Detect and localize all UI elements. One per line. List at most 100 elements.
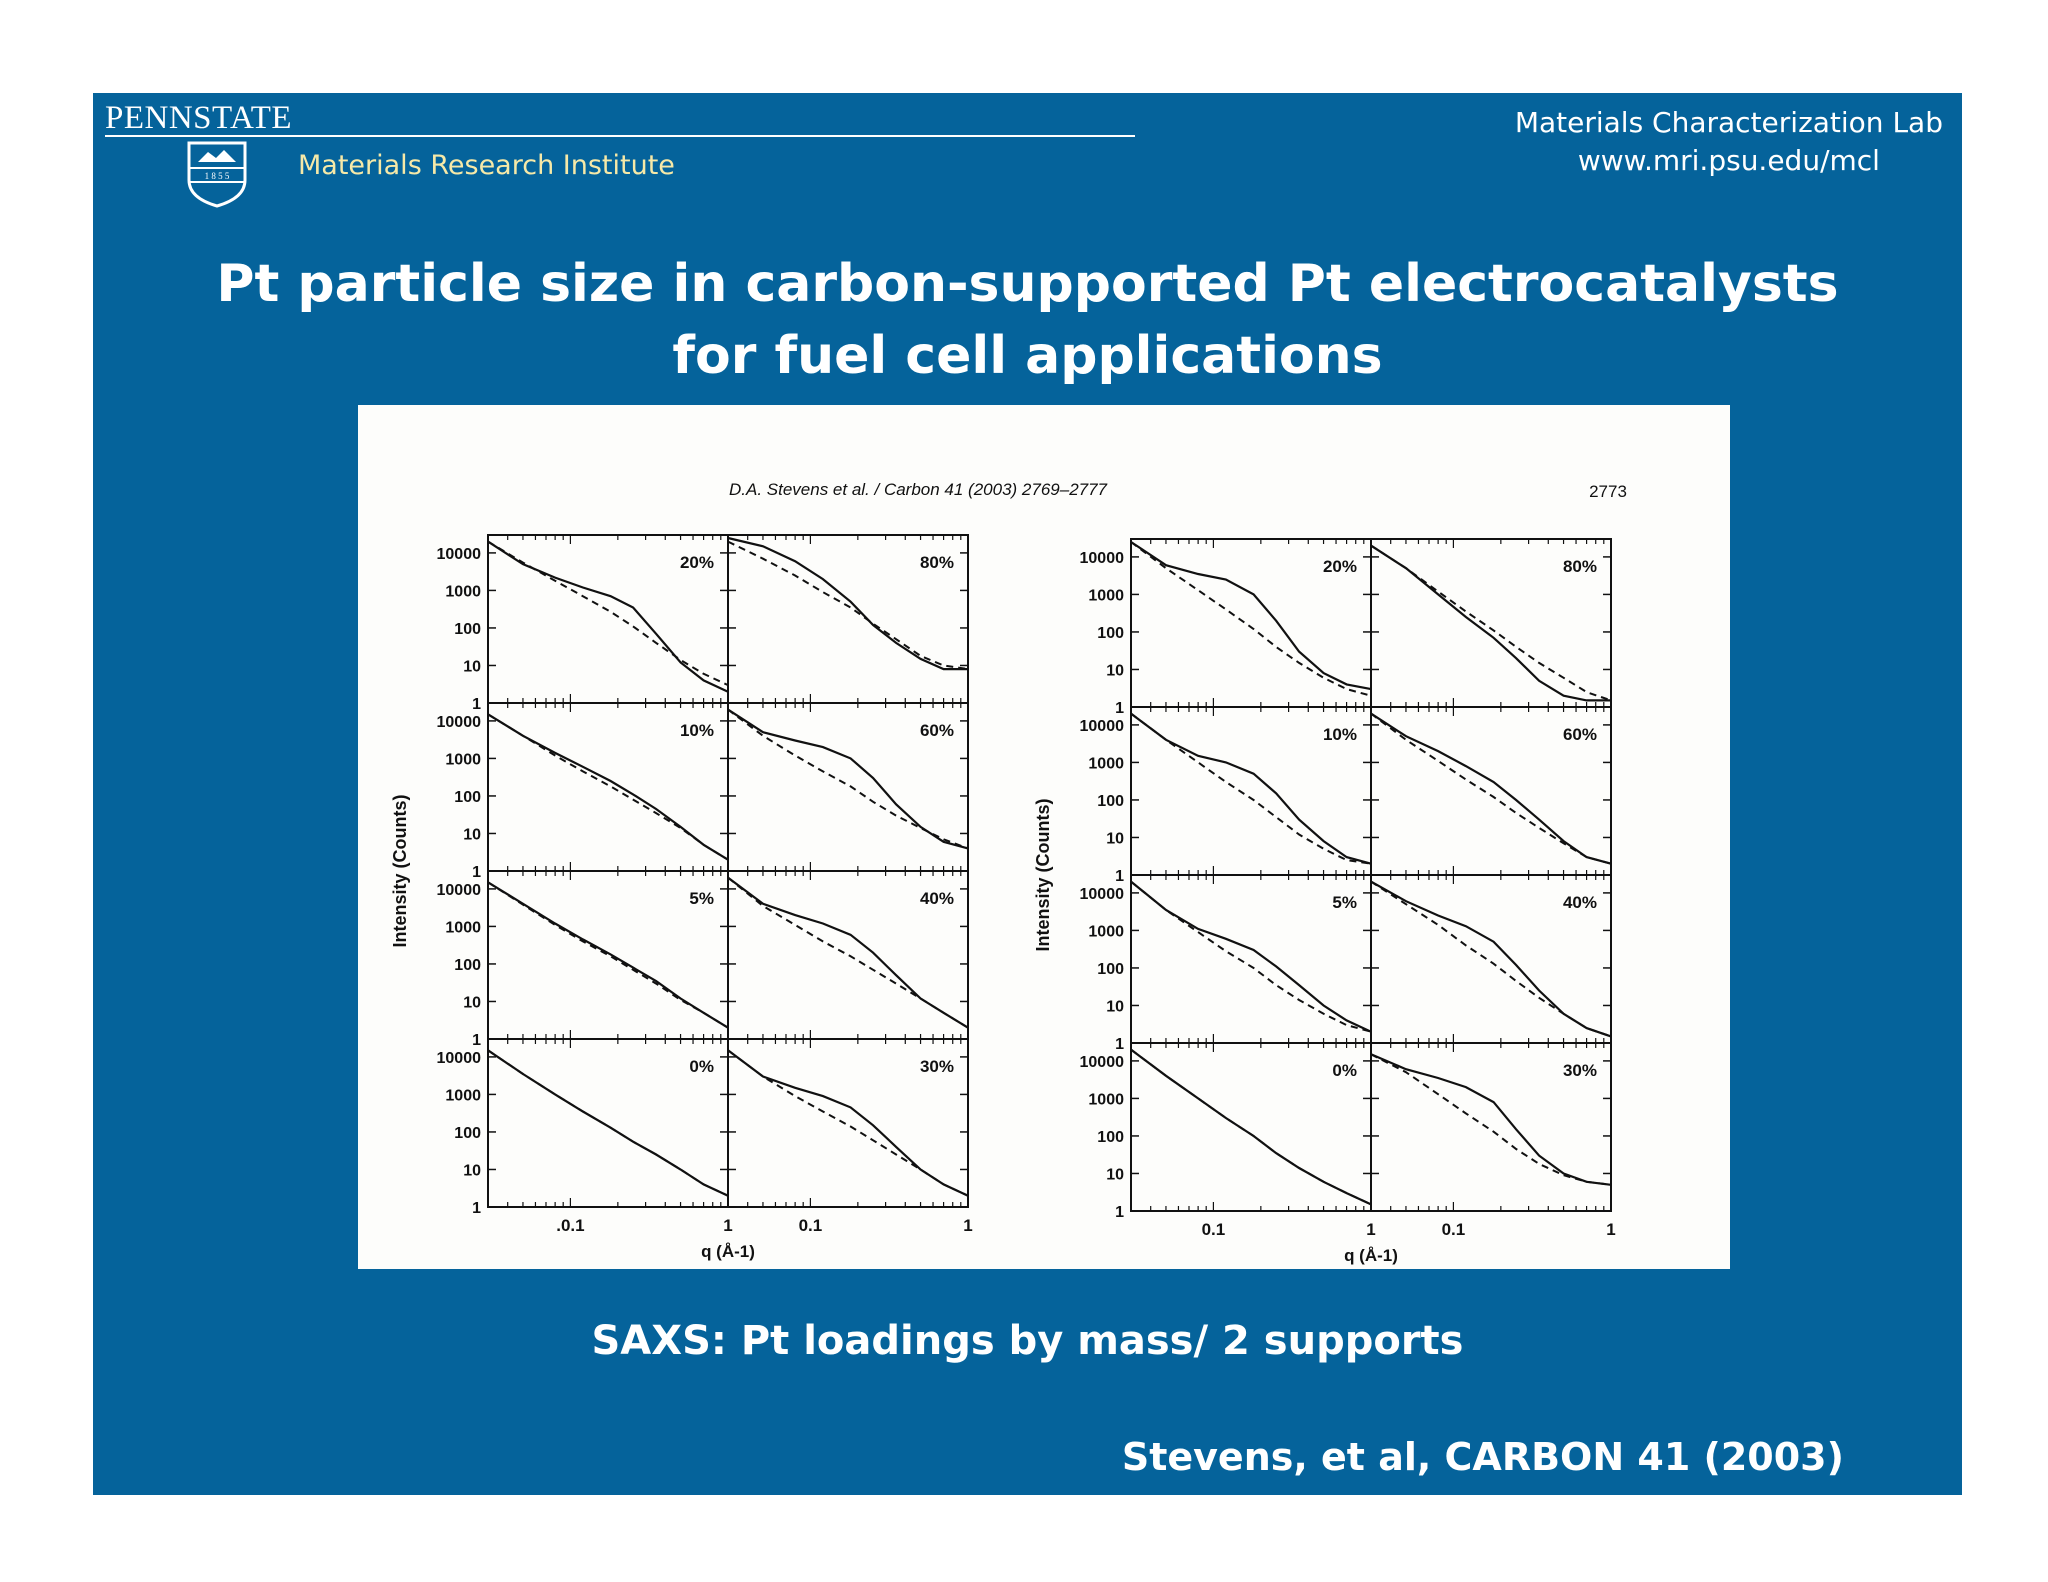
data-solid-line [1130, 880, 1372, 1033]
fit-dashed-line [727, 708, 969, 850]
panel-5pct: 5% 10000 1000 100 10 1 [437, 870, 729, 1049]
data-solid-line [727, 708, 969, 850]
y-tick-label: 10000 [437, 1050, 482, 1067]
y-tick-label: 10000 [437, 882, 482, 899]
y-tick-label: 1 [1115, 1036, 1124, 1053]
y-axis-label: Intensity (Counts) [390, 795, 410, 948]
data-solid-line [1370, 1053, 1612, 1186]
panel-label: 60% [1563, 725, 1597, 744]
data-solid-line [487, 540, 729, 693]
y-tick-label: 1000 [1088, 923, 1124, 940]
panel-frame [727, 1038, 969, 1208]
chart-group-2: 20%10000100010010180%10%1000010001001016… [1033, 538, 1616, 1265]
panel-label: 5% [1332, 893, 1357, 912]
panel-label: 30% [920, 1057, 954, 1076]
fit-dashed-line [1130, 712, 1372, 865]
data-solid-line [1130, 1048, 1372, 1206]
x-tick-label: 1 [723, 1216, 732, 1235]
panel-30pct: 30% [727, 1038, 969, 1208]
y-tick-label: 1 [1115, 1204, 1124, 1221]
panel-60pct: 60% [1370, 706, 1612, 876]
panel-40pct: 40% [727, 870, 969, 1040]
panel-label: 10% [680, 721, 714, 740]
y-tick-label: 10 [463, 826, 481, 843]
chart-group-1: 20%10000100010010180%10%1000010001001016… [390, 534, 973, 1261]
y-tick-label: 10 [1106, 662, 1124, 679]
panel-label: 30% [1563, 1061, 1597, 1080]
panel-0pct: 0% 10000 1000 100 10 1 [1080, 1042, 1372, 1221]
x-axis-label: q (Å-1) [701, 1242, 755, 1261]
panel-label: 20% [680, 553, 714, 572]
panel-label: 20% [1323, 557, 1357, 576]
fit-dashed-line [1370, 1053, 1612, 1186]
panel-frame [1370, 1042, 1612, 1212]
y-tick-label: 1 [1115, 868, 1124, 885]
panel-label: 10% [1323, 725, 1357, 744]
y-tick-label: 10000 [1080, 718, 1125, 735]
figure-header-citation: D.A. Stevens et al. / Carbon 41 (2003) 2… [729, 480, 1108, 499]
panel-30pct: 30% [1370, 1042, 1612, 1212]
y-tick-label: 10 [1106, 998, 1124, 1015]
fit-dashed-line [1370, 880, 1612, 1038]
y-tick-label: 1000 [445, 919, 481, 936]
panel-label: 60% [920, 721, 954, 740]
fit-dashed-line [1370, 544, 1612, 702]
x-tick-label: 1 [963, 1216, 972, 1235]
panel-label: 40% [920, 889, 954, 908]
panel-label: 80% [920, 553, 954, 572]
lab-name: Materials Characterization Lab [1514, 106, 1943, 139]
data-solid-line [487, 1049, 729, 1197]
y-tick-label: 10 [1106, 830, 1124, 847]
panel-20pct: 20% 10000 1000 100 10 1 [1080, 538, 1372, 717]
pennstate-wordmark: PENNSTATE [105, 100, 293, 136]
y-tick-label: 10000 [437, 714, 482, 731]
y-tick-label: 1 [472, 1200, 481, 1217]
panel-0pct: 0% 10000 1000 100 10 1 [437, 1038, 729, 1217]
y-tick-label: 10 [463, 994, 481, 1011]
saxs-figure-canvas: D.A. Stevens et al. / Carbon 41 (2003) 2… [390, 480, 1627, 1265]
panel-label: 40% [1563, 893, 1597, 912]
y-tick-label: 100 [454, 957, 481, 974]
panel-60pct: 60% [727, 702, 969, 872]
y-axis-label: Intensity (Counts) [1033, 799, 1053, 952]
y-tick-label: 1 [472, 864, 481, 881]
x-tick-label: 1 [1606, 1220, 1615, 1239]
y-tick-label: 100 [1097, 961, 1124, 978]
panel-label: 5% [689, 889, 714, 908]
panel-5pct: 5% 10000 1000 100 10 1 [1080, 874, 1372, 1053]
data-solid-line [727, 1049, 969, 1197]
y-tick-label: 100 [1097, 1129, 1124, 1146]
data-solid-line [1370, 544, 1611, 702]
y-tick-label: 1000 [1088, 755, 1124, 772]
y-tick-label: 100 [1097, 625, 1124, 642]
slide-title: Pt particle size in carbon-supported Pt … [93, 248, 1962, 392]
lab-url[interactable]: www.mri.psu.edu/mcl [1577, 144, 1880, 177]
data-solid-line [487, 881, 729, 1029]
y-tick-label: 1 [1115, 700, 1124, 717]
panel-10pct: 10% 10000 1000 100 10 1 [437, 702, 729, 881]
y-tick-label: 100 [454, 789, 481, 806]
y-tick-label: 1000 [1088, 1091, 1124, 1108]
header-rule [105, 135, 1135, 137]
x-tick-label: .0.1 [556, 1216, 584, 1235]
x-tick-label: 0.1 [1202, 1220, 1226, 1239]
institute-name: Materials Research Institute [298, 150, 675, 181]
x-tick-label: 0.1 [799, 1216, 823, 1235]
data-solid-line [1370, 880, 1612, 1038]
figure-page-number: 2773 [1589, 482, 1627, 501]
data-solid-line [1130, 712, 1372, 865]
y-tick-label: 10000 [1080, 550, 1125, 567]
panel-label: 80% [1563, 557, 1597, 576]
y-tick-label: 10000 [1080, 1054, 1125, 1071]
saxs-figure: D.A. Stevens et al. / Carbon 41 (2003) 2… [358, 405, 1730, 1269]
data-solid-line [1130, 541, 1372, 691]
x-tick-label: 1 [1366, 1220, 1375, 1239]
data-solid-line [487, 713, 729, 861]
fit-dashed-line [1130, 541, 1372, 697]
y-tick-label: 1000 [445, 1087, 481, 1104]
y-tick-label: 10000 [437, 546, 482, 563]
panel-label: 0% [1332, 1061, 1357, 1080]
y-tick-label: 100 [454, 621, 481, 638]
panel-40pct: 40% [1370, 874, 1612, 1044]
panel-label: 0% [689, 1057, 714, 1076]
